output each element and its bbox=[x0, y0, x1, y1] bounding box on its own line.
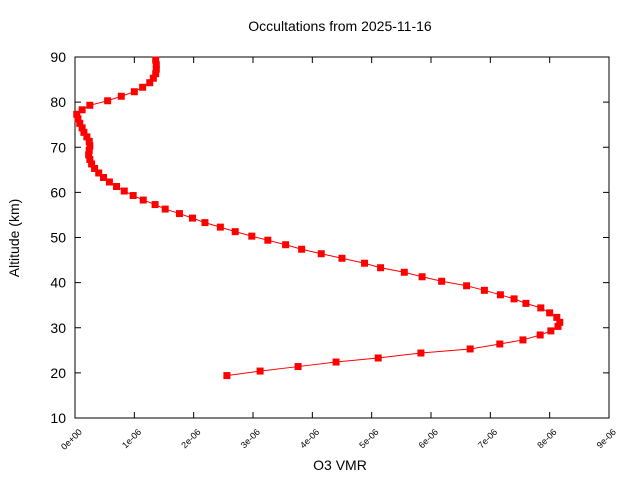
data-point bbox=[152, 65, 160, 73]
data-point bbox=[256, 367, 264, 375]
x-axis-label: O3 VMR bbox=[313, 457, 367, 473]
data-point bbox=[139, 196, 147, 204]
data-point bbox=[85, 146, 93, 154]
data-point bbox=[161, 205, 169, 213]
data-point bbox=[188, 214, 196, 222]
data-point bbox=[152, 56, 160, 64]
data-point bbox=[361, 259, 369, 267]
x-tick-label: 4e-06 bbox=[298, 427, 321, 450]
data-point bbox=[231, 228, 239, 236]
x-tick-label: 1e-06 bbox=[120, 427, 143, 450]
y-axis-label: Altitude (km) bbox=[6, 199, 22, 278]
data-point bbox=[152, 61, 160, 69]
data-point bbox=[332, 358, 340, 366]
data-point bbox=[149, 74, 157, 82]
y-tick-label: 90 bbox=[50, 49, 66, 65]
data-point bbox=[248, 232, 256, 240]
data-point bbox=[496, 291, 504, 299]
data-point bbox=[80, 128, 88, 136]
data-point bbox=[152, 70, 160, 78]
data-point bbox=[86, 101, 94, 109]
y-tick-label: 10 bbox=[50, 410, 66, 426]
data-point bbox=[298, 245, 306, 253]
data-point bbox=[201, 219, 209, 227]
x-tick-label: 0e+00 bbox=[59, 427, 84, 452]
plot-frame bbox=[74, 56, 610, 419]
data-point bbox=[264, 236, 272, 244]
data-point bbox=[117, 92, 125, 100]
data-point bbox=[374, 354, 382, 362]
data-point bbox=[95, 169, 103, 177]
data-line bbox=[76, 60, 561, 377]
y-tick-label: 60 bbox=[50, 184, 66, 200]
data-point bbox=[76, 119, 84, 127]
data-point bbox=[294, 363, 302, 371]
data-point bbox=[400, 268, 408, 276]
data-point bbox=[556, 318, 564, 326]
x-tick-label: 3e-06 bbox=[239, 427, 262, 450]
data-point bbox=[105, 178, 113, 186]
data-point bbox=[85, 137, 93, 145]
chart-title: Occultations from 2025-11-16 bbox=[248, 18, 432, 34]
data-point bbox=[74, 115, 82, 123]
data-point bbox=[216, 223, 224, 231]
data-point bbox=[130, 88, 138, 96]
data-point bbox=[496, 340, 504, 348]
data-point bbox=[104, 97, 112, 105]
y-tick-label: 70 bbox=[50, 139, 66, 155]
y-tick-label: 20 bbox=[50, 365, 66, 381]
data-point bbox=[78, 124, 86, 132]
data-point bbox=[151, 201, 159, 209]
x-tick-label: 6e-06 bbox=[417, 427, 440, 450]
data-point bbox=[86, 142, 94, 150]
x-tick-label: 2e-06 bbox=[179, 427, 202, 450]
data-point bbox=[146, 79, 154, 87]
data-point bbox=[554, 322, 562, 330]
x-tick-label: 8e-06 bbox=[535, 427, 558, 450]
data-point bbox=[510, 295, 518, 303]
data-point bbox=[223, 372, 231, 380]
data-point bbox=[317, 250, 325, 258]
data-point bbox=[522, 299, 530, 307]
data-point bbox=[129, 192, 137, 200]
data-point bbox=[83, 133, 91, 141]
data-point bbox=[88, 160, 96, 168]
y-tick-label: 30 bbox=[50, 320, 66, 336]
x-tick-label: 7e-06 bbox=[476, 427, 499, 450]
data-point bbox=[120, 187, 128, 195]
data-point bbox=[546, 309, 554, 317]
data-point bbox=[377, 264, 385, 272]
data-point bbox=[417, 349, 425, 357]
data-point bbox=[139, 83, 147, 91]
data-point bbox=[91, 164, 99, 172]
data-point bbox=[536, 331, 544, 339]
data-point bbox=[519, 336, 527, 344]
data-point bbox=[480, 286, 488, 294]
y-tick-label: 80 bbox=[50, 94, 66, 110]
data-point bbox=[466, 345, 474, 353]
data-point bbox=[418, 273, 426, 281]
data-point bbox=[537, 304, 545, 312]
data-point bbox=[86, 155, 94, 163]
data-point bbox=[85, 151, 93, 159]
data-point bbox=[338, 254, 346, 262]
y-tick-label: 50 bbox=[50, 230, 66, 246]
data-point bbox=[175, 210, 183, 218]
data-point bbox=[99, 173, 107, 181]
data-point bbox=[78, 106, 86, 114]
data-point bbox=[73, 110, 81, 118]
x-tick-label: 9e-06 bbox=[595, 427, 618, 450]
data-point bbox=[438, 277, 446, 285]
x-tick-label: 5e-06 bbox=[357, 427, 380, 450]
data-point bbox=[463, 282, 471, 290]
data-point bbox=[282, 241, 290, 249]
y-tick-label: 40 bbox=[50, 275, 66, 291]
data-point bbox=[547, 327, 555, 335]
data-point bbox=[553, 313, 561, 321]
data-point bbox=[113, 183, 121, 191]
